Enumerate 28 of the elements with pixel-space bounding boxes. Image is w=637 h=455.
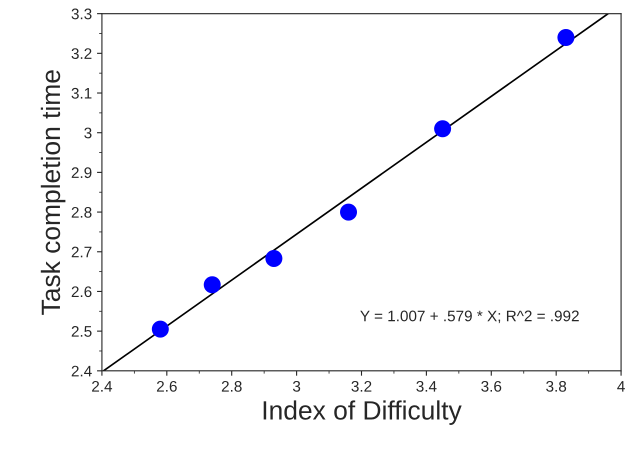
y-tick-label: 3.1 [72, 88, 92, 99]
x-tick-label: 3.2 [351, 380, 372, 392]
y-tick-label: 2.4 [72, 366, 92, 376]
y-tick-label: 2.6 [72, 286, 92, 298]
point [557, 28, 574, 46]
y-tick-label: 2.8 [72, 206, 92, 218]
annotation: Y = 1.007 + .579 * X; R^2 = .992 [360, 310, 579, 324]
point [265, 250, 282, 268]
x-tick-label: 3.8 [546, 380, 566, 392]
x-tick-label: 3.6 [481, 380, 502, 392]
y-tick-label: 2.5 [72, 326, 92, 337]
y-tick-label: 2.9 [72, 167, 92, 178]
x-tick-label: 4 [617, 381, 625, 392]
point [152, 320, 169, 338]
y-tick-label: 3.2 [72, 48, 92, 60]
y-tick-label: 3.3 [72, 8, 92, 20]
x-tick-label: 2.6 [156, 380, 177, 392]
y-axis-title: Task completion time [40, 70, 66, 315]
x-tick-label: 3.4 [416, 380, 437, 392]
x-tick-label: 3 [292, 380, 300, 392]
x-axis-title: Index of Difficulty [264, 400, 462, 425]
point [434, 120, 452, 138]
y-tick-label: 3 [84, 128, 92, 138]
x-tick-label: 2.4 [92, 380, 112, 392]
point [204, 276, 221, 294]
y-tick-label: 2.7 [72, 246, 92, 258]
x-tick-label: 2.8 [222, 380, 242, 392]
point [340, 204, 358, 221]
